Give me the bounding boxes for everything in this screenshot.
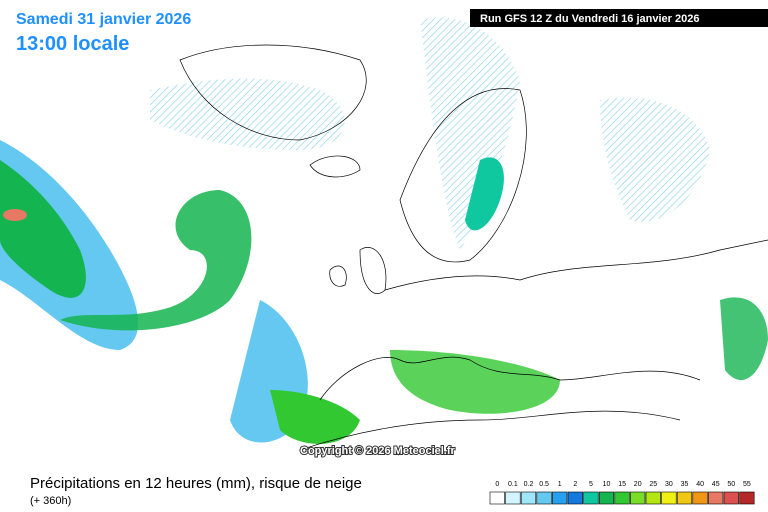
legend-swatch — [739, 491, 755, 505]
legend-label: 55 — [743, 481, 751, 488]
legend-swatch — [708, 491, 724, 505]
legend-label: 0.1 — [508, 481, 518, 488]
footer-subtitle: (+ 360h) — [30, 495, 71, 507]
copyright: Copyright © 2026 Meteociel.fr — [300, 445, 456, 457]
legend-swatch — [505, 491, 521, 505]
legend-label: 20 — [634, 481, 642, 488]
legend-label: 30 — [665, 481, 673, 488]
legend-swatch — [520, 491, 537, 505]
map-date: Samedi 31 janvier 2026 — [16, 11, 191, 28]
footer-title: Précipitations en 12 heures (mm), risque… — [30, 475, 362, 492]
legend-label: 0 — [495, 481, 499, 488]
legend-swatch — [489, 491, 505, 505]
legend-label: 5 — [589, 481, 593, 488]
legend-label: 35 — [681, 481, 689, 488]
legend: 0 0.1 0.2 0.5 1 2 5 10 15 20 25 30 35 40 45 50 55 — [489, 481, 755, 505]
legend-label: 2 — [573, 481, 577, 488]
map-time: 13:00 locale — [16, 33, 129, 55]
legend-swatch — [567, 491, 583, 505]
legend-swatch — [552, 491, 568, 505]
footer — [0, 470, 768, 512]
legend-label: 10 — [603, 481, 611, 488]
map-background — [0, 0, 768, 470]
run-banner — [470, 9, 768, 27]
legend-swatch — [536, 491, 552, 505]
legend-swatch — [661, 491, 677, 505]
legend-swatch — [583, 491, 599, 505]
legend-label: 25 — [649, 481, 657, 488]
run-info: Run GFS 12 Z du Vendredi 16 janvier 2026 — [480, 13, 699, 25]
legend-swatch — [645, 491, 661, 505]
coastlines — [179, 44, 768, 451]
legend-swatch — [723, 491, 739, 505]
legend-label: 45 — [712, 481, 720, 488]
legend-label: 1 — [558, 481, 562, 488]
legend-label: 40 — [696, 481, 704, 488]
legend-label: 50 — [727, 481, 735, 488]
legend-label: 15 — [618, 481, 626, 488]
legend-swatch — [614, 491, 630, 505]
legend-swatch — [630, 491, 646, 505]
legend-swatch — [676, 491, 693, 505]
precipitation-areas — [0, 17, 768, 444]
legend-swatch — [598, 491, 615, 505]
legend-label: 0.2 — [524, 481, 534, 488]
legend-label: 0.5 — [539, 481, 549, 488]
legend-swatch — [692, 491, 708, 505]
